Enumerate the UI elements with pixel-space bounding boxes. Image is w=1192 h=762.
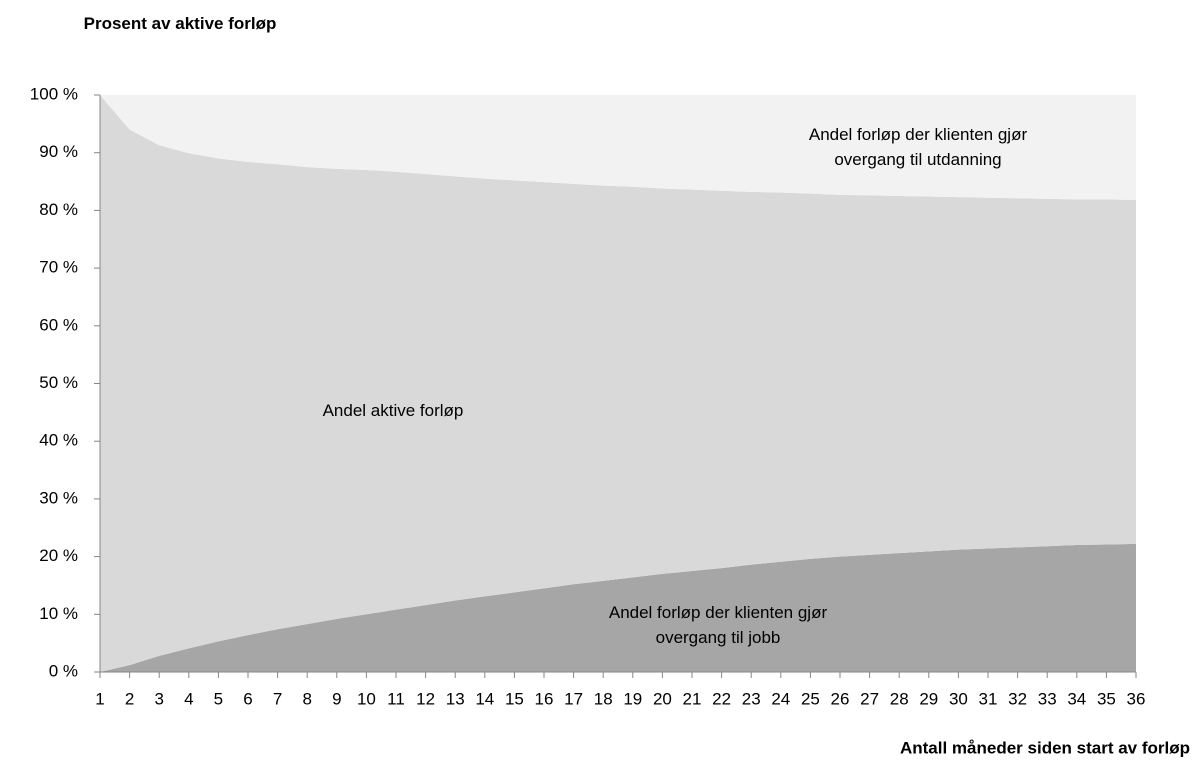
y-tick-label: 90 % — [39, 142, 78, 161]
x-tick-label: 35 — [1097, 689, 1116, 708]
y-tick-label: 80 % — [39, 200, 78, 219]
x-tick-label: 1 — [95, 689, 104, 708]
x-tick-label: 13 — [446, 689, 465, 708]
y-tick-label: 40 % — [39, 431, 78, 450]
series-label: Andel forløp der klienten gjør overgang … — [608, 603, 828, 647]
series-label: Andel aktive forløp — [322, 400, 464, 420]
x-tick-label: 28 — [890, 689, 909, 708]
series-label-box: Andel aktive forløp — [322, 400, 464, 420]
x-tick-label: 2 — [125, 689, 134, 708]
x-tick-label: 12 — [416, 689, 435, 708]
y-tick-label: 0 % — [49, 661, 78, 680]
x-tick-label: 22 — [712, 689, 731, 708]
x-tick-label: 25 — [801, 689, 820, 708]
y-tick-label: 20 % — [39, 546, 78, 565]
x-tick-label: 7 — [273, 689, 282, 708]
x-tick-label: 10 — [357, 689, 376, 708]
x-tick-label: 36 — [1127, 689, 1146, 708]
x-tick-label: 17 — [564, 689, 583, 708]
series-label: Andel forløp der klienten gjør overgang … — [808, 125, 1028, 169]
y-tick-label: 70 % — [39, 258, 78, 277]
x-tick-label: 6 — [243, 689, 252, 708]
area — [100, 543, 1136, 672]
area — [100, 95, 1136, 672]
x-tick-label: 30 — [949, 689, 968, 708]
x-tick-label: 21 — [683, 689, 702, 708]
x-tick-label: 33 — [1038, 689, 1057, 708]
x-tick-label: 9 — [332, 689, 341, 708]
x-tick-label: 23 — [742, 689, 761, 708]
x-tick-label: 14 — [475, 689, 494, 708]
series-label-box: Andel forløp der klienten gjør overgang … — [808, 125, 1028, 169]
x-tick-label: 8 — [302, 689, 311, 708]
area — [100, 95, 1136, 201]
x-tick-label: 19 — [623, 689, 642, 708]
x-tick-label: 11 — [387, 689, 405, 708]
x-tick-label: 32 — [1008, 689, 1027, 708]
y-tick-label: 10 % — [39, 604, 78, 623]
x-tick-label: 34 — [1067, 689, 1086, 708]
x-tick-label: 15 — [505, 689, 524, 708]
y-tick-label: 60 % — [39, 315, 78, 334]
x-tick-label: 18 — [594, 689, 613, 708]
y-tick-label: 30 % — [39, 488, 78, 507]
x-tick-label: 5 — [214, 689, 223, 708]
series-label-box: Andel forløp der klienten gjør overgang … — [608, 603, 828, 647]
x-tick-label: 27 — [860, 689, 879, 708]
x-tick-label: 29 — [919, 689, 938, 708]
x-tick-label: 16 — [535, 689, 554, 708]
x-tick-label: 3 — [154, 689, 163, 708]
x-axis-title: Antall måneder siden start av forløp — [900, 738, 1190, 757]
areas — [100, 95, 1136, 672]
y-axis-title: Prosent av aktive forløp — [83, 14, 277, 33]
x-tick-label: 31 — [979, 689, 998, 708]
y-tick-label: 50 % — [39, 373, 78, 392]
x-tick-label: 20 — [653, 689, 672, 708]
x-tick-label: 26 — [831, 689, 850, 708]
y-axis-title-box: Prosent av aktive forløp — [83, 14, 277, 33]
x-tick-label: 24 — [771, 689, 790, 708]
y-tick-label: 100 % — [30, 84, 78, 103]
x-tick-label: 4 — [184, 689, 193, 708]
